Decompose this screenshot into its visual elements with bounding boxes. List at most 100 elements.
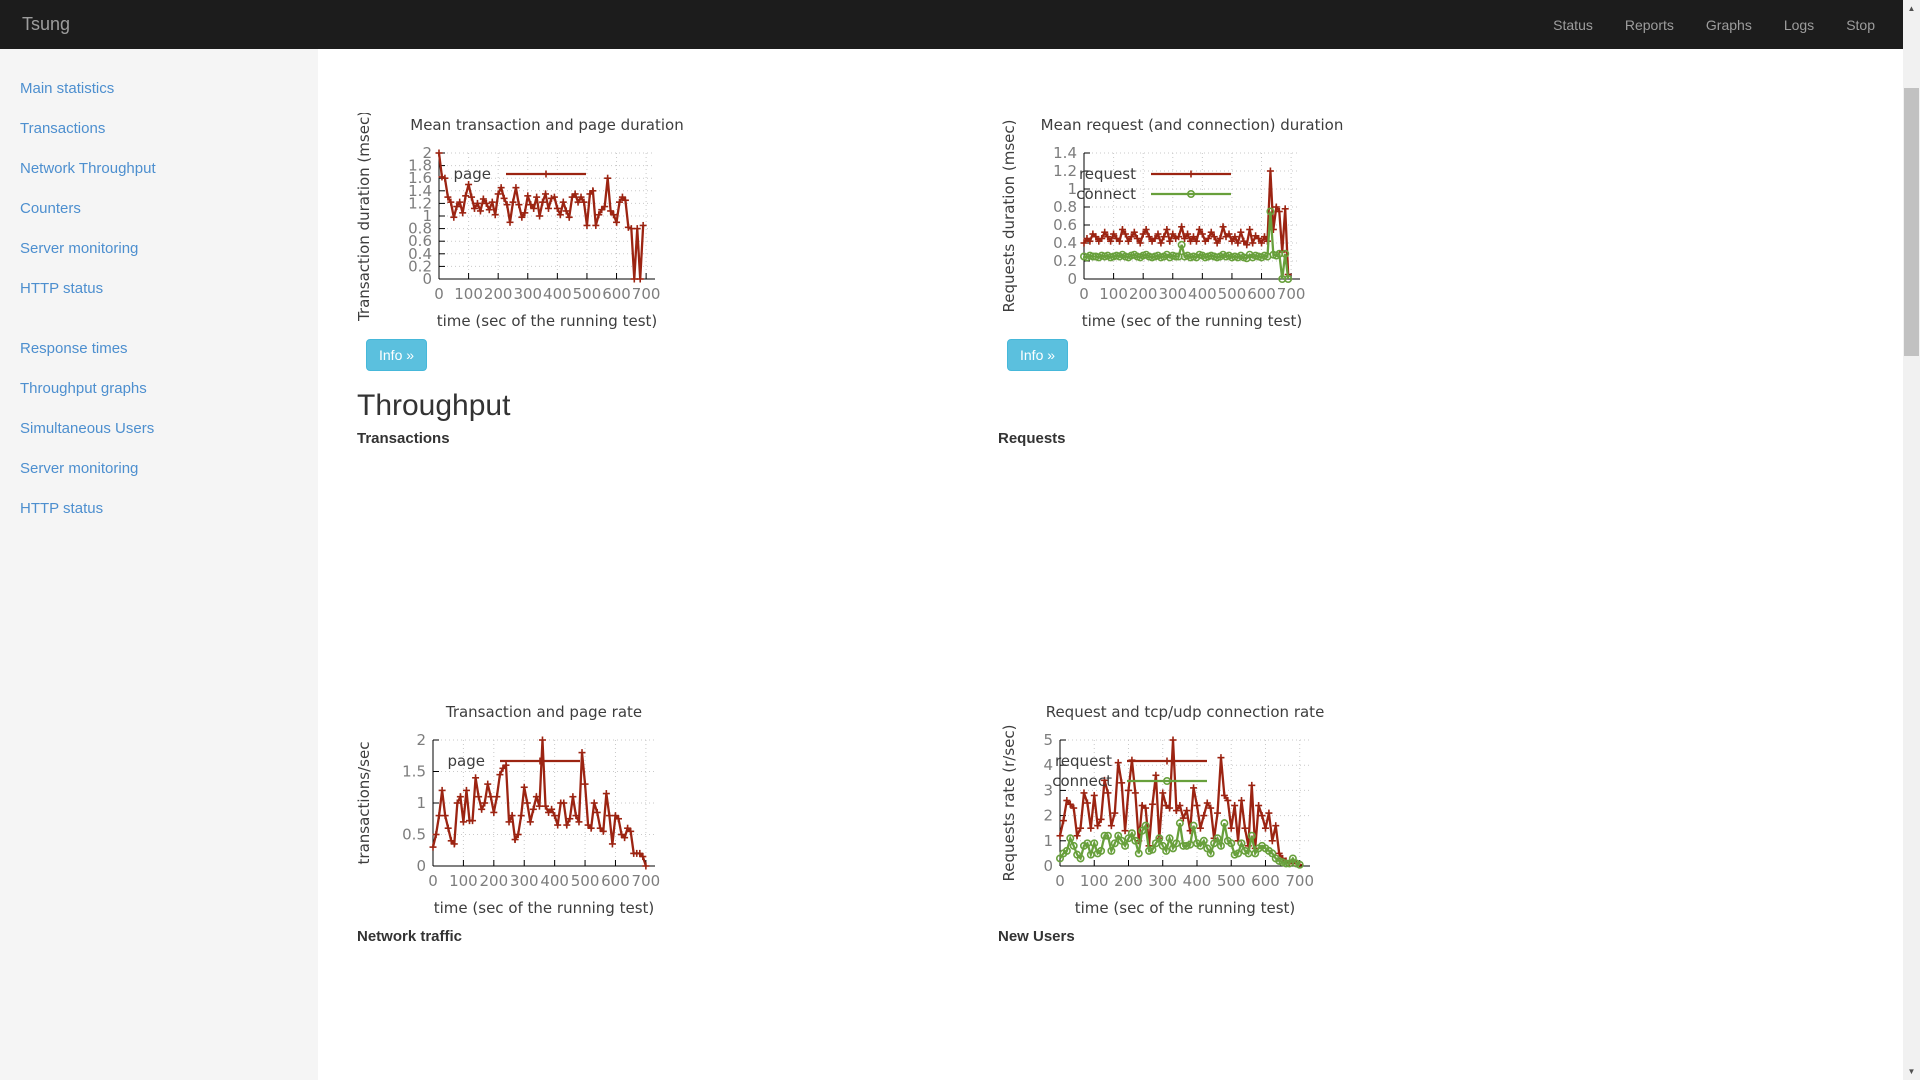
nav-item-graphs[interactable]: Graphs	[1705, 16, 1752, 33]
svg-text:connect: connect	[1052, 772, 1112, 790]
sidebar-item-network-throughput[interactable]: Network Throughput	[20, 160, 156, 177]
transaction-rate-chart: 0 0.5 1 1.5 2 0 100 200 300 400 500 600 700 Transacti…	[355, 703, 660, 917]
svg-text:0.2: 0.2	[1053, 252, 1077, 270]
svg-text:0: 0	[416, 857, 426, 875]
sidebar-item-throughput-graphs[interactable]: Throughput graphs	[20, 380, 147, 397]
svg-text:time (sec of the running test): time (sec of the running test)	[1082, 312, 1303, 330]
svg-text:0.8: 0.8	[1053, 198, 1077, 216]
svg-text:300: 300	[1148, 872, 1177, 890]
sidebar-item-counters[interactable]: Counters	[20, 200, 81, 217]
svg-text:0: 0	[1079, 285, 1089, 303]
svg-text:500: 500	[1218, 285, 1247, 303]
svg-text:request: request	[1055, 752, 1112, 770]
svg-text:300: 300	[510, 872, 539, 890]
svg-text:1.5: 1.5	[402, 763, 426, 781]
svg-text:100: 100	[449, 872, 478, 890]
mean-request-duration-chart: 00.20.40.60.811.21.4 0 100 200 300 400 500 600 7…	[1000, 116, 1343, 330]
svg-text:5: 5	[1043, 731, 1053, 749]
info-button-request-duration[interactable]: Info »	[1007, 339, 1069, 371]
svg-text:1: 1	[1067, 180, 1077, 198]
svg-text:1.4: 1.4	[408, 182, 432, 200]
svg-text:1: 1	[416, 794, 426, 812]
svg-text:0.6: 0.6	[408, 232, 432, 250]
svg-text:request: request	[1079, 165, 1136, 183]
svg-text:Request and tcp/udp connection: Request and tcp/udp connection rate	[1046, 703, 1325, 721]
svg-text:0.4: 0.4	[1053, 234, 1077, 252]
nav-item-logs[interactable]: Logs	[1783, 16, 1815, 33]
sidebar: Main statistics Transactions Network Thr…	[0, 49, 318, 1080]
svg-text:1: 1	[1043, 832, 1053, 850]
svg-text:0: 0	[1067, 270, 1077, 288]
svg-text:100: 100	[1080, 872, 1109, 890]
svg-text:2: 2	[422, 144, 432, 162]
svg-text:4: 4	[1043, 756, 1053, 774]
sidebar-item-http-status[interactable]: HTTP status	[20, 280, 104, 297]
sidebar-item-server-monitoring-2[interactable]: Server monitoring	[20, 460, 139, 477]
svg-text:200: 200	[484, 285, 513, 303]
svg-text:0.5: 0.5	[402, 826, 426, 844]
svg-text:200: 200	[1129, 285, 1158, 303]
svg-text:page: page	[448, 752, 485, 770]
svg-text:0: 0	[422, 270, 432, 288]
svg-text:connect: connect	[1076, 185, 1136, 203]
svg-text:1: 1	[422, 207, 432, 225]
svg-text:Transaction duration (msec): Transaction duration (msec)	[355, 113, 373, 322]
scrollbar-thumb[interactable]	[1904, 88, 1919, 356]
svg-text:600: 600	[1247, 285, 1276, 303]
sidebar-item-http-status-2[interactable]: HTTP status	[20, 500, 104, 517]
new-users-heading: New Users	[998, 928, 1075, 945]
svg-text:1.2: 1.2	[1053, 162, 1077, 180]
nav-item-status[interactable]: Status	[1553, 16, 1593, 33]
svg-text:1.6: 1.6	[408, 169, 432, 187]
svg-text:100: 100	[1099, 285, 1128, 303]
info-button-transaction-duration[interactable]: Info »	[366, 339, 428, 371]
sidebar-item-main-statistics[interactable]: Main statistics	[20, 80, 115, 97]
svg-text:0: 0	[428, 872, 438, 890]
throughput-heading: Throughput	[357, 389, 511, 422]
svg-text:2: 2	[1043, 807, 1053, 825]
svg-text:1.4: 1.4	[1053, 144, 1077, 162]
nav-item-stop[interactable]: Stop	[1846, 16, 1875, 33]
svg-text:0: 0	[1043, 857, 1053, 875]
svg-text:0.2: 0.2	[408, 257, 432, 275]
sidebar-item-transactions[interactable]: Transactions	[20, 120, 106, 137]
mean-transaction-duration-chart: 00.20.40.60.811.21.41.61.82 0 100 200 300 400…	[355, 113, 684, 330]
svg-text:300: 300	[513, 285, 542, 303]
svg-text:Requests duration (msec): Requests duration (msec)	[1000, 119, 1018, 312]
svg-text:0.8: 0.8	[408, 220, 432, 238]
svg-text:500: 500	[573, 285, 602, 303]
sidebar-item-server-monitoring[interactable]: Server monitoring	[20, 240, 139, 257]
main-content: 0 0.2 0.4 0.6 0.8 1 1.2 1.4 1.6 1.8 2 0 100 200 300 400…	[318, 49, 1903, 1080]
svg-text:500: 500	[571, 872, 600, 890]
nav-item-reports[interactable]: Reports	[1624, 16, 1674, 33]
svg-text:700: 700	[1277, 285, 1306, 303]
sidebar-item-simultaneous-users[interactable]: Simultaneous Users	[20, 420, 155, 437]
svg-text:Mean transaction and page dura: Mean transaction and page duration	[410, 116, 683, 134]
svg-text:700: 700	[632, 285, 661, 303]
svg-text:400: 400	[543, 285, 572, 303]
network-traffic-heading: Network traffic	[357, 928, 463, 945]
brand-tsung[interactable]: Tsung	[22, 14, 71, 34]
svg-text:3: 3	[1043, 781, 1053, 799]
request-rate-chart: 0 1 2 3 4 5 0 100 200 300 400 500 600 700 Request and …	[1000, 703, 1325, 917]
svg-text:400: 400	[1183, 872, 1212, 890]
sidebar-item-response-times[interactable]: Response times	[20, 340, 128, 357]
svg-text:0.4: 0.4	[408, 245, 432, 263]
requests-heading: Requests	[998, 430, 1066, 447]
svg-text:300: 300	[1158, 285, 1187, 303]
svg-text:600: 600	[601, 872, 630, 890]
svg-text:transactions/sec: transactions/sec	[355, 742, 373, 865]
svg-text:400: 400	[540, 872, 569, 890]
scroll-up-icon[interactable]: ▲	[1907, 4, 1916, 13]
svg-text:700: 700	[1285, 872, 1314, 890]
page-scrollbar[interactable]: ▲ ▼	[1903, 0, 1920, 1080]
svg-text:Transaction and page rate: Transaction and page rate	[445, 703, 642, 721]
svg-text:600: 600	[602, 285, 631, 303]
svg-text:Requests rate (r/sec): Requests rate (r/sec)	[1000, 725, 1018, 882]
svg-text:100: 100	[454, 285, 483, 303]
svg-text:500: 500	[1217, 872, 1246, 890]
svg-text:1.2: 1.2	[408, 194, 432, 212]
scroll-down-icon[interactable]: ▼	[1907, 1067, 1916, 1076]
svg-text:0: 0	[434, 285, 444, 303]
